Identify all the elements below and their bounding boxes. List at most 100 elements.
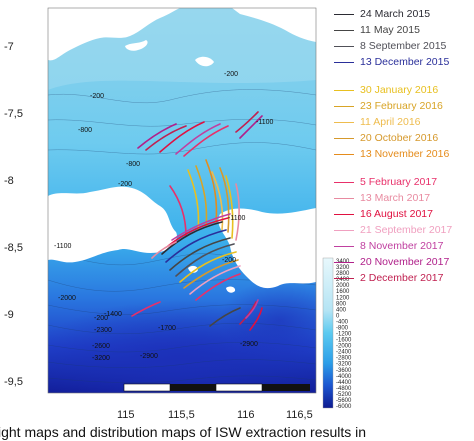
legend-item: 11 May 2015 — [334, 22, 474, 38]
y-tick-label: -8 — [4, 175, 14, 187]
colorbar-label: 0 — [336, 313, 340, 319]
colorbar-label: 2800 — [336, 271, 350, 277]
legend-swatch — [334, 261, 354, 263]
plot-frame — [47, 7, 317, 394]
legend-label: 20 November 2017 — [360, 256, 450, 268]
legend-item: 30 January 2016 — [334, 82, 474, 98]
legend-swatch — [334, 105, 354, 107]
legend-item: 24 March 2015 — [334, 6, 474, 22]
scale-label: 1 — [215, 395, 220, 404]
main-island-east — [218, 208, 316, 289]
legend-label: 21 September 2017 — [360, 224, 453, 236]
legend-label: 11 May 2015 — [360, 24, 420, 36]
colorbar-label: -4000 — [336, 374, 352, 380]
x-tick-label: 115 — [117, 409, 135, 421]
depth-colorbar: 34003200280024002000160012008004000-400-… — [322, 257, 352, 410]
colorbar-label: -2000 — [336, 344, 352, 350]
contour-label: -800 — [126, 161, 140, 168]
islet-south — [188, 265, 198, 273]
legend-item: 20 October 2016 — [334, 130, 474, 146]
legend-group: 5 February 2017 13 March 2017 16 August 20… — [334, 174, 474, 286]
contour-label: -200 — [222, 257, 236, 264]
x-tick-label: 115,5 — [168, 409, 195, 421]
contour-label: -1400 — [104, 311, 122, 318]
colorbar-label: -3200 — [336, 362, 352, 368]
island-north-east — [195, 56, 214, 67]
legend-item: 8 November 2017 — [334, 238, 474, 254]
scale-bar: 0 0,5 1 1,5 2 — [123, 383, 310, 404]
legend-label: 23 February 2016 — [360, 100, 443, 112]
legend-swatch — [334, 121, 354, 123]
legend-label: 16 August 2017 — [360, 208, 433, 220]
y-axis: -7 -7,5 -8 -8,5 -9 -9,5 — [4, 41, 23, 388]
colorbar-label: -1200 — [336, 332, 352, 338]
contour-label: -2300 — [94, 327, 112, 334]
x-tick-label: 116 — [237, 409, 255, 421]
y-tick-label: -9,5 — [4, 376, 23, 388]
legend-item: 13 March 2017 — [334, 190, 474, 206]
legend-item: 11 April 2016 — [334, 114, 474, 130]
legend: 24 March 2015 11 May 2015 8 September 2015… — [334, 6, 474, 298]
scale-label: 2 — [304, 395, 309, 404]
legend-swatch — [334, 245, 354, 247]
legend-item: 5 February 2017 — [334, 174, 474, 190]
isw-stripes — [131, 111, 263, 331]
legend-swatch — [334, 277, 354, 279]
legend-group: 30 January 2016 23 February 2016 11 April … — [334, 82, 474, 162]
legend-label: 30 January 2016 — [360, 84, 439, 96]
legend-swatch — [334, 61, 354, 63]
colorbar-label: 1600 — [336, 289, 350, 295]
legend-swatch — [334, 197, 354, 199]
contour-label: -200 — [94, 315, 108, 322]
contour-label: -800 — [78, 127, 92, 134]
legend-swatch — [334, 89, 354, 91]
y-tick-label: -9 — [4, 309, 14, 321]
legend-swatch — [334, 181, 354, 183]
legend-item: 13 December 2015 — [334, 54, 474, 70]
legend-label: 11 April 2016 — [360, 116, 421, 128]
legend-label: 24 March 2015 — [360, 8, 431, 20]
legend-item: 13 November 2016 — [334, 146, 474, 162]
contour-label: -2900 — [240, 341, 258, 348]
legend-swatch — [334, 213, 354, 215]
contour-label: -2000 — [58, 295, 76, 302]
legend-swatch — [334, 229, 354, 231]
colorbar-label: -5600 — [336, 398, 352, 404]
colorbar-label: -2800 — [336, 356, 352, 362]
contour-label: -1100 — [54, 243, 71, 250]
legend-swatch — [334, 137, 354, 139]
legend-item: 20 November 2017 — [334, 254, 474, 270]
contour-label: -2900 — [140, 353, 158, 360]
contour-label: -200 — [224, 71, 238, 78]
scale-label: 0 — [126, 395, 131, 404]
legend-label: 20 October 2016 — [360, 132, 439, 144]
legend-swatch — [334, 13, 354, 15]
legend-item: 23 February 2016 — [334, 98, 474, 114]
legend-label: 13 November 2016 — [360, 148, 450, 160]
contour-label: -1700 — [158, 325, 176, 332]
contour-label: -200 — [90, 93, 104, 100]
legend-swatch — [334, 45, 354, 47]
colorbar-label: 2000 — [336, 283, 350, 289]
contour-label: -2600 — [92, 343, 110, 350]
colorbar-label: -5200 — [336, 392, 352, 398]
colorbar-label: -6000 — [336, 404, 352, 410]
main-island-west — [48, 186, 177, 263]
colorbar-label: 800 — [336, 301, 347, 307]
legend-item: 21 September 2017 — [334, 222, 474, 238]
y-tick-label: -7,5 — [4, 108, 23, 120]
legend-label: 5 February 2017 — [360, 176, 438, 188]
colorbar-label: 3200 — [336, 265, 350, 271]
colorbar-label: -800 — [336, 326, 349, 332]
islet-south-2 — [226, 286, 236, 293]
legend-swatch — [334, 153, 354, 155]
legend-label: 8 September 2015 — [360, 40, 447, 52]
contour-label: -200 — [118, 181, 132, 188]
legend-item: 16 August 2017 — [334, 206, 474, 222]
land — [48, 8, 316, 293]
scale-label: 1,5 — [258, 395, 270, 404]
colorbar-label: 400 — [336, 307, 347, 313]
legend-label: 13 March 2017 — [360, 192, 431, 204]
y-tick-label: -8,5 — [4, 242, 23, 254]
